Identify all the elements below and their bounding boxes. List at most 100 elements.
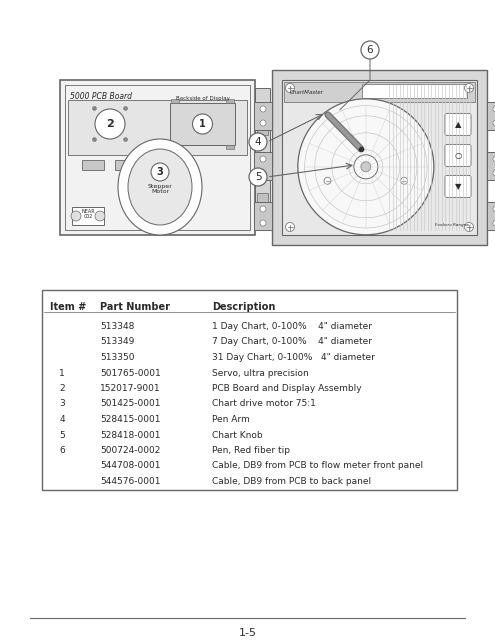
Ellipse shape xyxy=(128,149,192,225)
Bar xyxy=(254,202,272,230)
Text: 3: 3 xyxy=(59,399,65,408)
Circle shape xyxy=(324,177,331,184)
Text: 6: 6 xyxy=(59,446,65,455)
Circle shape xyxy=(151,163,169,181)
Text: Pen, Red fiber tip: Pen, Red fiber tip xyxy=(212,446,290,455)
Text: 4: 4 xyxy=(255,137,261,147)
FancyBboxPatch shape xyxy=(445,113,471,136)
Text: 6: 6 xyxy=(367,45,373,55)
Circle shape xyxy=(493,120,495,126)
Bar xyxy=(42,290,457,490)
Text: Foxboro Rangna: Foxboro Rangna xyxy=(435,223,469,227)
Bar xyxy=(72,207,104,225)
Bar xyxy=(226,99,234,103)
Circle shape xyxy=(286,83,295,93)
Circle shape xyxy=(260,156,266,162)
FancyBboxPatch shape xyxy=(445,145,471,166)
Circle shape xyxy=(361,162,371,172)
Circle shape xyxy=(71,211,81,221)
Circle shape xyxy=(493,156,495,162)
Text: 5: 5 xyxy=(255,172,261,182)
Text: Chart drive motor 75:1: Chart drive motor 75:1 xyxy=(212,399,316,408)
Bar xyxy=(257,113,268,135)
Circle shape xyxy=(260,206,266,212)
Text: 5: 5 xyxy=(59,431,65,440)
Text: Part Number: Part Number xyxy=(100,302,170,312)
Bar xyxy=(226,145,234,149)
Bar xyxy=(284,82,475,102)
Ellipse shape xyxy=(118,139,202,235)
Bar xyxy=(82,160,104,170)
Circle shape xyxy=(260,170,266,176)
Circle shape xyxy=(124,138,128,141)
Text: 2: 2 xyxy=(106,119,114,129)
Text: ChartMaster: ChartMaster xyxy=(290,90,324,95)
Bar xyxy=(257,193,268,215)
Circle shape xyxy=(93,106,97,111)
Bar xyxy=(65,85,250,230)
Text: ▲: ▲ xyxy=(455,120,461,129)
Circle shape xyxy=(95,109,125,139)
Text: 528418-0001: 528418-0001 xyxy=(100,431,160,440)
Text: 3: 3 xyxy=(156,167,163,177)
Circle shape xyxy=(249,133,267,151)
Text: 5000 PCB Board: 5000 PCB Board xyxy=(70,92,132,101)
Bar xyxy=(171,145,179,149)
Circle shape xyxy=(354,155,378,179)
Bar xyxy=(254,102,272,130)
Text: 544708-0001: 544708-0001 xyxy=(100,461,160,470)
FancyBboxPatch shape xyxy=(445,175,471,197)
Circle shape xyxy=(464,223,474,232)
Text: ○: ○ xyxy=(454,151,462,160)
Text: 513350: 513350 xyxy=(100,353,135,362)
Text: ▼: ▼ xyxy=(455,182,461,191)
Text: Item #: Item # xyxy=(50,302,86,312)
Text: PCB Board and Display Assembly: PCB Board and Display Assembly xyxy=(212,384,362,393)
Bar xyxy=(60,80,255,235)
Text: 7 Day Chart, 0-100%    4" diameter: 7 Day Chart, 0-100% 4" diameter xyxy=(212,337,372,346)
Text: Backside of Display: Backside of Display xyxy=(176,96,230,101)
Text: 501765-0001: 501765-0001 xyxy=(100,369,161,378)
Bar xyxy=(487,152,495,180)
Circle shape xyxy=(361,41,379,59)
Bar xyxy=(487,102,495,130)
Text: Description: Description xyxy=(212,302,275,312)
Circle shape xyxy=(93,138,97,141)
Bar xyxy=(254,152,272,180)
Circle shape xyxy=(493,106,495,112)
Circle shape xyxy=(260,120,266,126)
Text: 544576-0001: 544576-0001 xyxy=(100,477,160,486)
Text: Stepper
Motor: Stepper Motor xyxy=(148,184,172,195)
Bar xyxy=(255,88,270,227)
Text: Pen Arm: Pen Arm xyxy=(212,415,250,424)
Text: 513349: 513349 xyxy=(100,337,134,346)
Text: Cable, DB9 from PCB to back panel: Cable, DB9 from PCB to back panel xyxy=(212,477,371,486)
Circle shape xyxy=(124,106,128,111)
Text: 1-5: 1-5 xyxy=(239,628,256,638)
Circle shape xyxy=(493,220,495,226)
Bar xyxy=(115,160,137,170)
Bar xyxy=(171,99,179,103)
Bar xyxy=(170,103,235,145)
Bar xyxy=(148,160,170,170)
Circle shape xyxy=(298,99,434,235)
Circle shape xyxy=(286,223,295,232)
Text: 152017-9001: 152017-9001 xyxy=(100,384,160,393)
Bar xyxy=(282,80,477,235)
Bar xyxy=(487,202,495,230)
Text: 31 Day Chart, 0-100%   4" diameter: 31 Day Chart, 0-100% 4" diameter xyxy=(212,353,375,362)
Circle shape xyxy=(260,220,266,226)
Text: 1 Day Chart, 0-100%    4" diameter: 1 Day Chart, 0-100% 4" diameter xyxy=(212,322,372,331)
Text: 2: 2 xyxy=(59,384,65,393)
Bar xyxy=(272,70,487,245)
Circle shape xyxy=(493,170,495,176)
Circle shape xyxy=(260,106,266,112)
Bar xyxy=(68,100,247,155)
Bar xyxy=(362,84,467,98)
Bar xyxy=(257,153,268,175)
Circle shape xyxy=(493,206,495,212)
Text: 513348: 513348 xyxy=(100,322,134,331)
Text: Chart Knob: Chart Knob xyxy=(212,431,263,440)
Circle shape xyxy=(400,177,408,184)
Text: 4: 4 xyxy=(59,415,65,424)
